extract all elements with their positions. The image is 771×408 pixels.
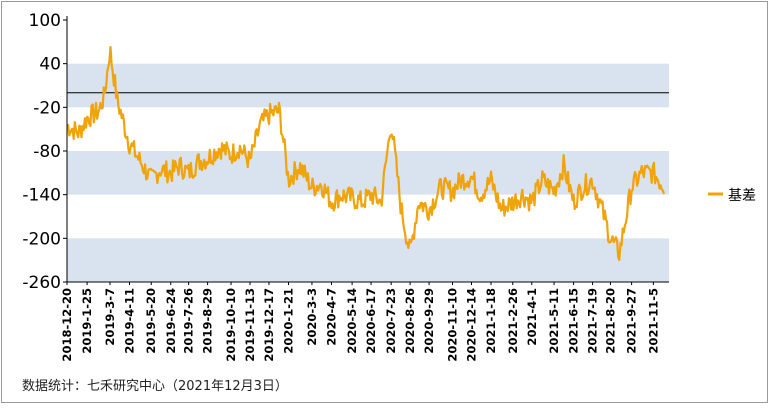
legend: 基差 [708, 187, 756, 204]
x-tick-label: 2021-1-18 [484, 288, 498, 354]
x-tick-label: 2021-2-26 [506, 288, 520, 354]
x-tick-label: 2019-3-7 [103, 288, 117, 346]
x-tick-label: 2021-4-1 [525, 288, 539, 346]
source-note: 数据统计：七禾研究中心（2021年12月3日） [22, 379, 288, 394]
x-tick-label: 2020-8-26 [403, 288, 417, 354]
x-tick-label: 2021-5-11 [547, 288, 561, 354]
x-tick-label: 2021-9-27 [625, 288, 639, 354]
x-tick-label: 2019-6-24 [164, 288, 178, 354]
x-tick-label: 2019-4-11 [122, 288, 136, 354]
x-tick-label: 2019-12-17 [262, 288, 276, 362]
x-tick-label: 2020-9-29 [422, 288, 436, 354]
x-tick-label: 2020-1-21 [281, 288, 295, 354]
y-tick-label: -80 [33, 142, 61, 162]
x-tick-label: 2020-6-17 [364, 288, 378, 354]
series-layer [66, 45, 666, 262]
y-tick-label: -200 [22, 229, 61, 249]
x-tick-label: 2020-5-14 [345, 288, 359, 354]
x-tick-label: 2020-4-7 [324, 288, 338, 346]
x-tick-label: 2021-11-5 [646, 288, 660, 354]
y-tick-label: -140 [22, 186, 61, 206]
x-tick-label: 2021-7-19 [586, 288, 600, 354]
x-tick-label: 2019-8-29 [201, 288, 215, 354]
x-tick-label: 2018-12-20 [60, 288, 74, 362]
shaded-band [67, 238, 669, 282]
y-tick-label: 40 [39, 55, 61, 75]
legend-label-basis: 基差 [728, 187, 756, 204]
series-line-basis [66, 45, 666, 262]
x-tick-label: 2021-8-20 [603, 288, 617, 354]
x-tick-label: 2019-11-13 [243, 288, 257, 362]
x-tick-label: 2021-6-15 [567, 288, 581, 354]
x-tick-label: 2019-5-20 [144, 288, 158, 354]
y-tick-label: -20 [33, 98, 61, 118]
x-tick-label: 2020-11-10 [446, 288, 460, 362]
x-tick-label: 2020-12-14 [464, 288, 478, 362]
x-tick-label: 2019-1-25 [80, 288, 94, 354]
x-tick-label: 2019-7-26 [182, 288, 196, 354]
x-tick-label: 2020-3-3 [305, 288, 319, 346]
x-tick-label: 2019-10-10 [224, 288, 238, 362]
shaded-band [67, 63, 669, 108]
x-tick-label: 2020-7-23 [384, 288, 398, 354]
x-tick-labels: 2018-12-20 2019-1-25 2019-3-7 2019-4-11 2019… [60, 288, 660, 362]
y-tick-labels: 100 40 -20 -80 -140 -200 -260 [22, 11, 61, 293]
y-tick-label: -260 [22, 273, 61, 293]
y-tick-label: 100 [29, 11, 61, 31]
axes [63, 16, 669, 285]
